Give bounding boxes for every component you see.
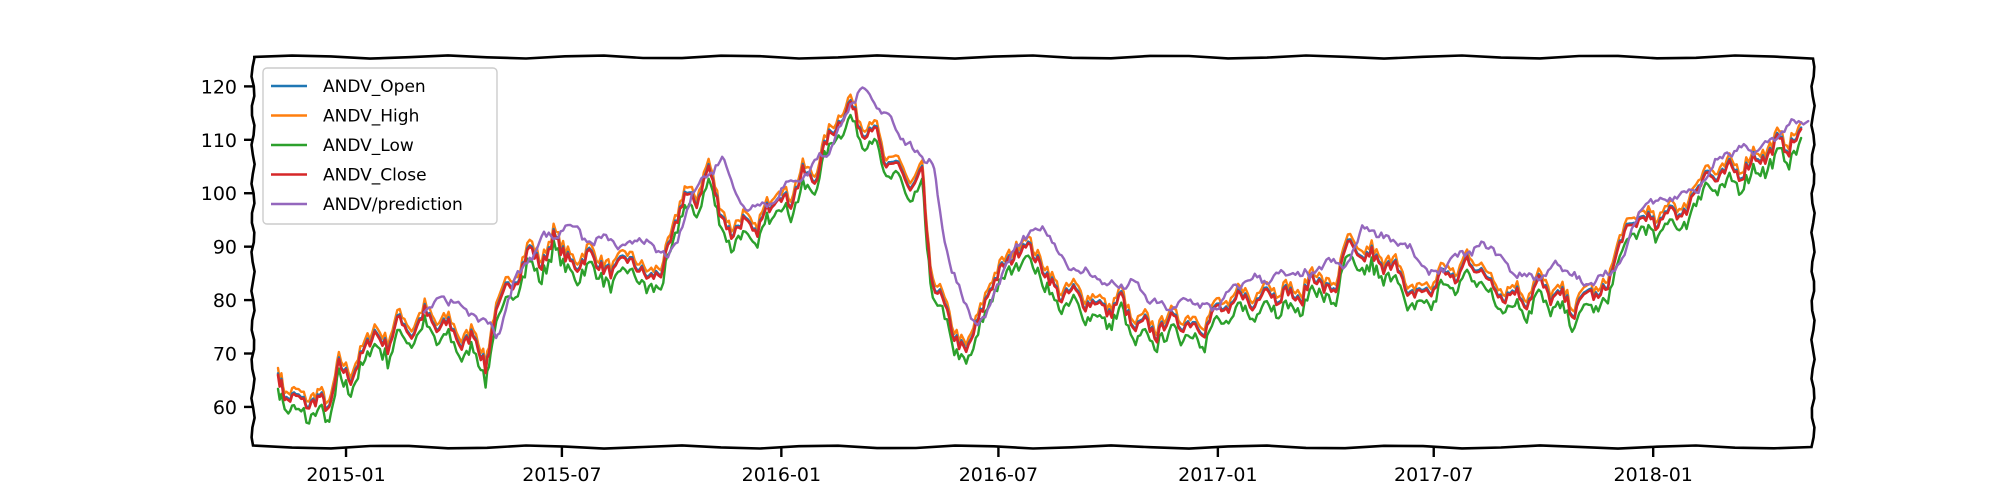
legend-entry-andv-low: ANDV_Low: [271, 136, 414, 156]
x-tick-label: 2015-07: [522, 464, 601, 486]
y-tick-label: 70: [213, 344, 237, 366]
plot-frame: [250, 54, 1816, 450]
x-tick-label: 2017-01: [1178, 464, 1257, 486]
y-tick-label: 110: [201, 130, 237, 152]
y-tick-label: 120: [201, 76, 237, 98]
legend-entry-andv-prediction: ANDV/prediction: [271, 195, 463, 215]
x-tick-label: 2018-01: [1613, 464, 1692, 486]
legend: ANDV_Open ANDV_High ANDV_Low ANDV_Close ANDV…: [262, 67, 498, 225]
y-tick-label: 60: [213, 397, 237, 419]
series-layer: [276, 86, 1810, 425]
legend-label: ANDV_Close: [323, 166, 427, 186]
y-tick-label: 90: [213, 237, 237, 259]
axis-ticks: 60 70 80 90 100 110 120 2015-01 2015-07 2016-01 20…: [201, 76, 1693, 486]
x-tick-label: 2015-01: [306, 464, 385, 486]
series-line-andv-high: [276, 93, 1803, 405]
x-tick-label: 2016-01: [742, 464, 821, 486]
legend-entry-andv-high: ANDV_High: [271, 107, 419, 127]
legend-label: ANDV_Low: [323, 136, 414, 156]
legend-label: ANDV_Open: [323, 77, 426, 97]
series-line-andv-prediction: [422, 86, 1810, 340]
x-tick-label: 2016-07: [959, 464, 1038, 486]
y-tick-label: 80: [213, 290, 237, 312]
legend-box: [262, 67, 498, 225]
x-tick-label: 2017-07: [1394, 464, 1473, 486]
legend-entry-andv-close: ANDV_Close: [271, 166, 427, 186]
y-tick-label: 100: [201, 183, 237, 205]
legend-label: ANDV_High: [323, 107, 419, 127]
series-line-andv-low: [276, 113, 1803, 425]
legend-entry-andv-open: ANDV_Open: [271, 77, 426, 97]
legend-label: ANDV/prediction: [323, 195, 463, 215]
